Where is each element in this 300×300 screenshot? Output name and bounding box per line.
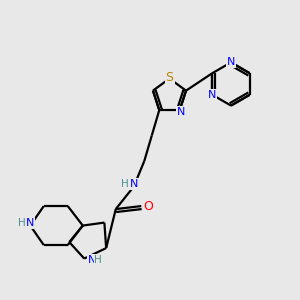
Text: H: H: [94, 255, 102, 265]
Text: N: N: [88, 255, 96, 265]
Text: N: N: [177, 106, 185, 117]
Text: S: S: [166, 70, 173, 84]
Text: N: N: [227, 57, 235, 68]
Text: H: H: [122, 179, 129, 189]
Text: N: N: [130, 179, 139, 189]
Text: N: N: [208, 90, 217, 100]
Text: O: O: [143, 200, 153, 213]
Text: H: H: [18, 218, 26, 228]
Text: N: N: [26, 218, 34, 228]
